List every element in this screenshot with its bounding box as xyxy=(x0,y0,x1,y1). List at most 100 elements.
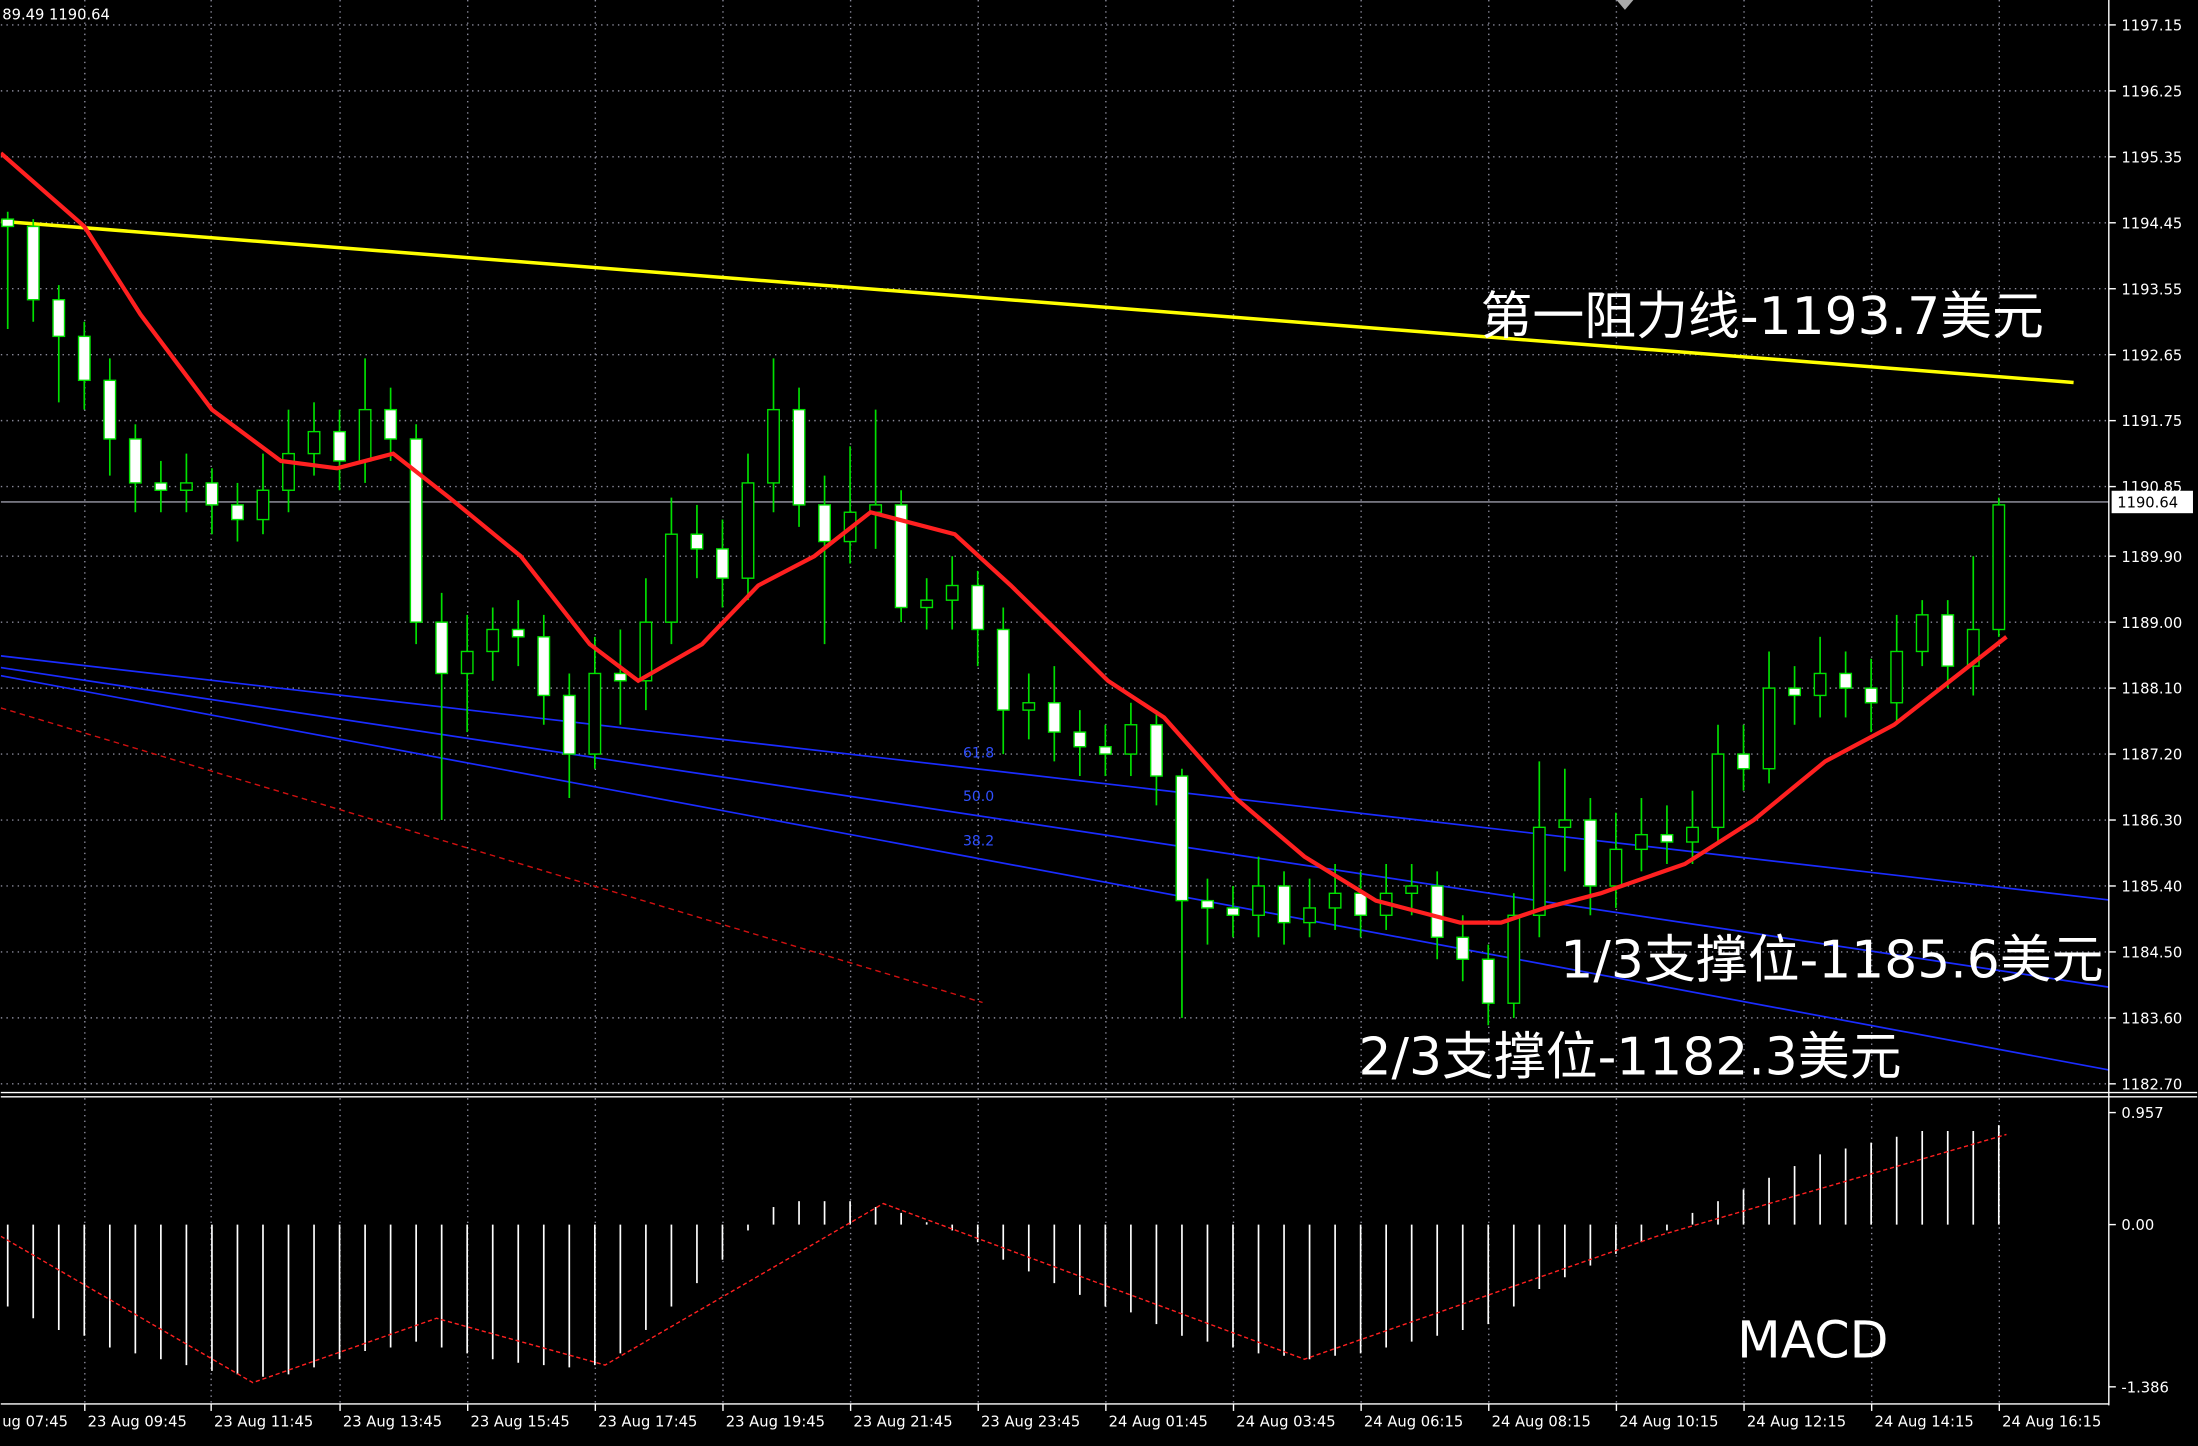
candle-body xyxy=(1941,614,1955,667)
candle-body xyxy=(613,672,627,682)
candle-body xyxy=(486,628,500,653)
x-tick-label: 24 Aug 06:15 xyxy=(1364,1413,1463,1430)
candle-body xyxy=(767,408,780,484)
candle-body xyxy=(26,225,40,301)
shift-marker xyxy=(1616,0,1634,10)
x-tick-label: 24 Aug 01:45 xyxy=(1109,1413,1208,1430)
candle-body xyxy=(1456,936,1470,960)
y-tick-label: 1187.20 xyxy=(2121,747,2182,764)
candle-body xyxy=(971,584,985,631)
candle-body xyxy=(1073,731,1087,748)
candle-body xyxy=(1788,687,1802,697)
candle-body xyxy=(1686,826,1699,843)
candle-body xyxy=(664,533,678,623)
candle-body xyxy=(1915,614,1929,653)
candle-body xyxy=(716,548,729,579)
candle-body xyxy=(945,584,959,601)
candle-body xyxy=(1481,958,1495,1004)
y-tick-label: 1183.60 xyxy=(2121,1010,2182,1027)
price-pane: 61.8 50.0 38.2 xyxy=(0,151,2109,1071)
candle-body xyxy=(1430,885,1444,938)
y-tick-label: 1184.50 xyxy=(2121,945,2182,962)
y-tick-label: 1195.35 xyxy=(2121,149,2182,166)
candle-body xyxy=(384,408,398,440)
candle-body xyxy=(1890,650,1904,704)
y-tick-label: 1188.10 xyxy=(2121,681,2182,698)
candle-body xyxy=(282,452,295,491)
candle-body xyxy=(588,672,602,755)
candle-body xyxy=(1098,746,1112,755)
candle-body xyxy=(1532,826,1546,916)
candle-body xyxy=(1,218,15,228)
header-text: 89.49 1190.64 xyxy=(2,7,110,24)
candle-body xyxy=(1839,672,1853,689)
x-tick-label: 24 Aug 08:15 xyxy=(1492,1413,1591,1430)
y-tick-label: -1.386 xyxy=(2121,1379,2168,1396)
annotation: 1/3支撑位-1185.6美元 xyxy=(1560,931,2103,991)
candle-body xyxy=(333,430,347,462)
x-tick-label: ug 07:45 xyxy=(2,1413,68,1430)
candle-body xyxy=(358,408,372,462)
fib-label: 38.2 xyxy=(963,834,994,850)
y-tick-label: 1196.25 xyxy=(2121,83,2182,100)
macd-pane xyxy=(0,1125,2007,1384)
candle-body xyxy=(1175,775,1189,902)
y-tick-label: 0.00 xyxy=(2121,1217,2154,1234)
annotation: 第一阻力线-1193.7美元 xyxy=(1480,287,2043,347)
trend-line xyxy=(0,219,2074,385)
candle-body xyxy=(205,482,219,506)
x-tick-label: 23 Aug 11:45 xyxy=(214,1413,313,1430)
candle-body xyxy=(1762,687,1776,770)
candle-body xyxy=(1966,628,1980,667)
trend-line xyxy=(0,666,2109,988)
candle-body xyxy=(1124,724,1138,755)
candle-body xyxy=(741,482,755,579)
candle-body xyxy=(52,299,66,338)
candle-body xyxy=(256,489,270,521)
y-tick-label: 1197.15 xyxy=(2121,18,2182,35)
current-price-box xyxy=(2111,490,2193,514)
macd-label: MACD xyxy=(1737,1311,1888,1370)
candle-body xyxy=(1813,672,1827,697)
x-tick-label: 23 Aug 17:45 xyxy=(598,1413,697,1430)
y-tick-label: 1189.00 xyxy=(2121,615,2182,632)
candle-body xyxy=(690,533,704,550)
candle-body xyxy=(1047,702,1061,733)
candle-body xyxy=(1328,892,1342,909)
candle-body xyxy=(1583,819,1597,887)
candle-body xyxy=(1149,724,1163,777)
moving-average xyxy=(0,151,2008,925)
current-price-label: 1190.64 xyxy=(2117,495,2178,512)
y-tick-label: 0.957 xyxy=(2121,1105,2163,1122)
y-tick-label: 1189.90 xyxy=(2121,549,2182,566)
candle-body xyxy=(1711,753,1725,829)
candle-body xyxy=(128,438,142,484)
fib-label: 50.0 xyxy=(963,789,994,805)
candle-body xyxy=(1252,885,1265,916)
candle-body xyxy=(1022,702,1036,711)
x-tick-label: 23 Aug 13:45 xyxy=(343,1413,442,1430)
trend-line xyxy=(0,707,983,1004)
y-tick-label: 1185.40 xyxy=(2121,879,2182,896)
candle-body xyxy=(1354,892,1368,916)
y-tick-label: 1191.75 xyxy=(2121,413,2182,430)
candle-body xyxy=(103,379,117,440)
candle-body xyxy=(179,482,193,491)
y-tick-label: 1186.30 xyxy=(2121,813,2182,830)
y-tick-label: 1192.65 xyxy=(2121,347,2182,364)
candle-body xyxy=(1303,907,1317,924)
candle-body xyxy=(1737,753,1750,770)
annotation: 2/3支撑位-1182.3美元 xyxy=(1358,1027,1901,1087)
candle-body xyxy=(1634,833,1648,851)
candle-body xyxy=(231,504,244,521)
x-tick-label: 24 Aug 12:15 xyxy=(1747,1413,1846,1430)
candle-body xyxy=(562,694,576,755)
x-tick-label: 23 Aug 21:45 xyxy=(853,1413,952,1430)
candle-body xyxy=(537,636,551,697)
candle-body xyxy=(920,599,934,609)
x-tick-label: 24 Aug 14:15 xyxy=(1874,1413,1973,1430)
candle-body xyxy=(460,650,474,675)
candle-body xyxy=(818,504,832,543)
